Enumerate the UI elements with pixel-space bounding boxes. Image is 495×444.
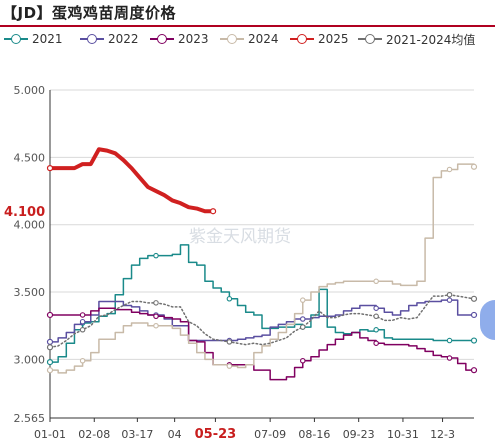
x-tick-label: 07-09 [254,428,286,441]
series-point [446,291,453,298]
legend-label: 2023 [178,32,209,46]
x-tick-label: 08-16 [298,428,330,441]
legend: 2021 2022 2023 2024 2025 2021-2024均值 [4,30,494,48]
series-line [49,163,475,374]
series-point [46,338,54,345]
series-point [153,300,159,306]
legend-item[interactable]: 2021-2024均值 [358,30,475,48]
series-point [209,208,217,215]
y-tick-label: 3.000 [14,353,46,366]
x-tick-label: 10-31 [387,428,419,441]
series-point [153,322,159,329]
legend-swatch-icon [150,32,174,46]
legend-item[interactable]: 2021 [4,30,63,48]
series-point [373,278,379,285]
x-tick-label: 09-23 [343,428,375,441]
series-point [46,367,54,374]
legend-item[interactable]: 2023 [150,30,209,48]
x-tick-label: 02-08 [78,428,110,441]
series-point [153,252,159,259]
title-underline [0,25,495,27]
series-point [46,358,54,366]
series-point [373,340,379,346]
legend-item[interactable]: 2024 [220,30,279,48]
watermark: 紫金天风期货 [189,227,291,247]
legend-label: 2022 [108,32,139,46]
series-point [79,312,86,318]
side-panel-tab[interactable] [480,300,495,340]
legend-item[interactable]: 2022 [80,30,139,48]
series-point [79,318,86,325]
series-point [300,324,306,330]
series-point [446,337,453,344]
legend-swatch-icon [220,32,244,46]
y-tick-label: 5.000 [14,84,46,97]
series-point [79,327,86,333]
series-point [373,327,379,333]
series-point [446,297,453,303]
series-point [79,358,86,364]
legend-label: 2025 [318,32,349,46]
series-point [446,355,453,361]
legend-swatch-icon [358,32,382,46]
x-tick-label: 03-17 [121,428,153,441]
series-point [470,367,478,374]
series-point [46,344,54,351]
series-point [46,165,54,172]
x-tick-label: 04 [168,428,182,441]
series-line [49,307,475,381]
y-tick-label: 4.000 [14,219,46,232]
series-point [446,166,453,173]
series-point [373,305,379,311]
series-line [49,299,475,343]
y-tick-label: 2.565 [14,412,46,425]
title-bar: 【JD】蛋鸡鸡苗周度价格 [0,0,495,27]
x-tick-label: 01-01 [34,428,66,441]
series-point [153,313,159,320]
series-point [373,313,379,320]
series-line [49,293,475,349]
legend-swatch-icon [80,32,104,46]
legend-label: 2021-2024均值 [386,32,476,47]
series-point [300,297,306,303]
legend-label: 2024 [248,32,279,46]
series-point [470,295,478,302]
series-point [470,163,478,170]
series-point [470,337,478,344]
legend-swatch-icon [4,32,28,46]
y-tick-label: 4.500 [14,151,46,164]
y-tick-label: 3.500 [14,286,46,299]
series-point [226,363,233,369]
series-point [226,296,233,302]
series-point [300,316,306,322]
legend-swatch-icon [290,32,314,46]
chart-title: 【JD】蛋鸡鸡苗周度价格 [2,4,177,22]
current-value-label: 4.100 [4,205,45,220]
x-tick-label: 12-3 [430,428,455,441]
legend-label: 2021 [32,32,63,46]
series-point [226,339,233,345]
series-point [470,311,478,319]
series-line [48,147,216,214]
series-point [46,311,54,319]
legend-item[interactable]: 2025 [290,30,349,48]
x-tick-label: 05-23 [195,427,237,442]
series-point [300,358,306,364]
